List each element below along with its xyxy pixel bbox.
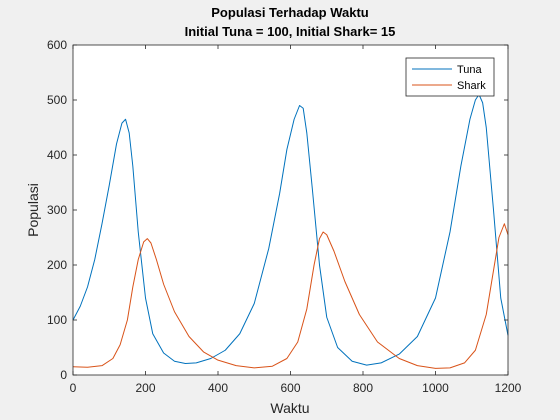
x-tick-label: 200 bbox=[135, 381, 155, 395]
y-tick-label: 100 bbox=[47, 313, 67, 327]
y-tick-label: 300 bbox=[47, 203, 67, 217]
x-tick-label: 400 bbox=[208, 381, 228, 395]
legend-label-shark: Shark bbox=[457, 80, 486, 92]
x-tick-label: 800 bbox=[353, 381, 373, 395]
x-axis-label: Waktu bbox=[270, 400, 309, 416]
series-line-tuna bbox=[72, 94, 509, 366]
y-tick-label: 600 bbox=[47, 38, 67, 52]
ticks-layer: 0 200 400 600 800 1000 1200 0 100 200 300 400 500 600 bbox=[47, 38, 522, 395]
y-tick-label: 500 bbox=[47, 93, 67, 107]
x-tick-label: 1000 bbox=[422, 381, 449, 395]
plot-area bbox=[73, 45, 508, 375]
legend: Tuna Shark bbox=[405, 57, 495, 97]
legend-box bbox=[405, 57, 495, 97]
x-tick-label: 0 bbox=[70, 381, 77, 395]
chart-subtitle: Initial Tuna = 100, Initial Shark= 15 bbox=[185, 24, 396, 39]
series-line-shark bbox=[72, 223, 509, 369]
y-tick-label: 400 bbox=[47, 148, 67, 162]
y-tick-label: 200 bbox=[47, 258, 67, 272]
series-layer bbox=[72, 94, 509, 369]
y-axis-label: Populasi bbox=[25, 183, 41, 237]
x-tick-label: 600 bbox=[280, 381, 300, 395]
chart-title: Populasi Terhadap Waktu bbox=[211, 5, 369, 20]
y-tick-label: 0 bbox=[60, 368, 67, 382]
legend-label-tuna: Tuna bbox=[457, 64, 483, 76]
x-tick-label: 1200 bbox=[495, 381, 522, 395]
